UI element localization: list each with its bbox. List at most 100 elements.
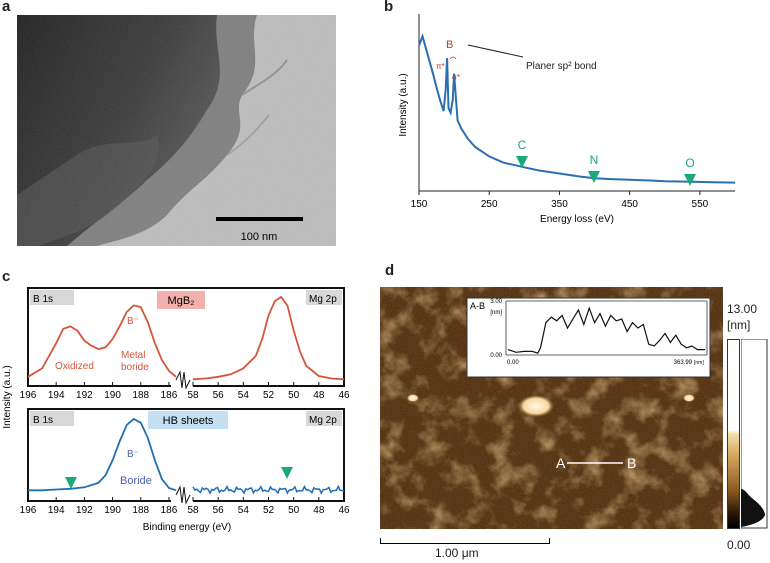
xps-bottom-arrow-b1s [65, 477, 77, 489]
profile-xtick-min: 0.00 [507, 360, 519, 366]
tem-scalebar-label: 100 nm [241, 231, 278, 243]
eels-xtick-label: 550 [692, 199, 709, 210]
xps-xtick-label: 56 [213, 390, 225, 401]
panel-a-label: a [2, 0, 11, 15]
profile-series-line [507, 306, 705, 354]
tem-image: 100 nm [17, 15, 336, 246]
xps-xtick-label: 194 [48, 505, 65, 516]
xps-xtick-label: 194 [48, 390, 65, 401]
eels-xlabel: Energy loss (eV) [540, 214, 614, 225]
eels-label-pi: π* [436, 62, 445, 71]
xps-bottom-right-tag-bg [306, 411, 342, 426]
xps-xtick-label: 196 [20, 390, 37, 401]
colorbar-max-label: 13.00 [727, 302, 758, 316]
afm-small-particle-2 [683, 394, 695, 402]
xps-xtick-label: 192 [76, 505, 93, 516]
xps-xtick-label: 50 [288, 390, 300, 401]
afm-point-b: B [627, 455, 636, 471]
xps-top-oxidized: Oxidized [55, 361, 94, 372]
xps-xtick-label: 46 [338, 390, 350, 401]
xps-bottom-b1s-line [28, 417, 177, 492]
eels-series-line [418, 32, 736, 184]
eels-xtick-label: 450 [621, 199, 638, 210]
xps-chart: Intensity (a.u.) B 1s Mg 2p MgB₂ B⁻ Oxid… [2, 287, 350, 533]
afm-scalebar [380, 538, 550, 544]
xps-top-right-tag: Mg 2p [309, 294, 337, 305]
afm-scalebar-label: 1.00 μm [435, 546, 479, 560]
xps-xtick-label: 48 [313, 390, 325, 401]
eels-ylabel: Intensity (a.u.) [398, 73, 409, 136]
xps-bottom-bminus: B⁻ [127, 449, 139, 460]
xps-bottom-mg2p-line [192, 484, 345, 495]
eels-xtick-label: 350 [551, 199, 568, 210]
xps-xlabel: Binding energy (eV) [143, 522, 231, 533]
eels-arrow-o [684, 174, 696, 186]
xps-xtick-label: 52 [263, 390, 275, 401]
profile-yunit: [nm] [490, 310, 502, 316]
eels-label-o: O [685, 156, 694, 170]
xps-top-mg2p-line [192, 295, 345, 381]
afm-point-a: A [556, 455, 566, 471]
xps-xtick-label: 186 [161, 390, 178, 401]
profile-xtick-max: 363.99 [674, 360, 693, 366]
xps-xtick-label: 54 [238, 390, 250, 401]
eels-xtick-label: 150 [411, 199, 428, 210]
profile-xunit: [nm] [694, 360, 704, 366]
xps-top-metal: Metal [121, 350, 145, 361]
xps-top-left-tag-bg [30, 290, 74, 305]
xps-xtick-label: 58 [187, 505, 199, 516]
xps-xtick-label: 58 [187, 390, 199, 401]
xps-bottom-left-tag-bg [30, 411, 74, 426]
eels-arrow-n [588, 171, 600, 183]
xps-xtick-label: 190 [104, 505, 121, 516]
eels-bracket [449, 56, 457, 60]
xps-bottom-left-tag: B 1s [33, 415, 53, 426]
eels-label-n: N [590, 153, 599, 167]
xps-xtick-label: 56 [213, 505, 225, 516]
xps-xtick-label: 46 [338, 505, 350, 516]
profile-ytick-min: 0.00 [490, 353, 502, 359]
eels-label-b: B [446, 39, 453, 51]
eels-xtick-label: 250 [481, 199, 498, 210]
panel-d-label: d [385, 262, 395, 279]
xps-bottom-arrow-mg2p [281, 467, 293, 479]
xps-xtick-label: 196 [20, 505, 37, 516]
xps-xtick-label: 50 [288, 505, 300, 516]
panel-c-label: c [2, 268, 11, 285]
profile-ytick-max: 3.00 [490, 299, 502, 305]
xps-top-left-tag: B 1s [33, 294, 53, 305]
eels-label-sigma: σ* [452, 73, 460, 82]
afm-small-particle-1 [407, 394, 419, 402]
xps-top-right-tag-bg [306, 290, 342, 305]
colorbar [727, 339, 740, 529]
eels-bond-label: Planer sp² bond [526, 61, 597, 72]
xps-top-bminus: B⁻ [127, 316, 139, 327]
xps-xtick-label: 188 [132, 390, 149, 401]
xps-ylabel: Intensity (a.u.) [2, 365, 13, 428]
eels-bond-leader [467, 44, 524, 58]
xps-xtick-label: 54 [238, 505, 250, 516]
xps-bottom-break [175, 485, 191, 505]
xps-top-boride: boride [121, 362, 149, 373]
afm-image: A-B 3.00 [nm] 0.00 0.00 363.99 [nm] A B [380, 287, 723, 529]
xps-bottom-title-bg [148, 411, 228, 429]
height-histogram [741, 339, 768, 529]
xps-top-title-bg [157, 291, 205, 309]
xps-bottom-boride: Boride [120, 475, 152, 487]
eels-arrow-c [516, 156, 528, 168]
xps-xtick-label: 192 [76, 390, 93, 401]
panel-b-label: b [384, 0, 394, 15]
xps-xtick-label: 188 [132, 505, 149, 516]
xps-xtick-label: 186 [161, 505, 178, 516]
eels-chart: Intensity (a.u.) 150 250 350 450 550 Energy … [398, 14, 736, 225]
xps-top-break [175, 370, 191, 390]
xps-top-b1s-line [27, 304, 177, 378]
profile-inset-title: A-B [470, 301, 485, 311]
xps-xtick-label: 48 [313, 505, 325, 516]
eels-label-c: C [518, 138, 527, 152]
xps-bottom-right-tag: Mg 2p [309, 415, 337, 426]
xps-top-title: MgB₂ [168, 295, 195, 307]
xps-bottom-title: HB sheets [163, 415, 214, 427]
colorbar-unit-label: [nm] [727, 318, 751, 332]
afm-bright-particle [518, 395, 554, 417]
